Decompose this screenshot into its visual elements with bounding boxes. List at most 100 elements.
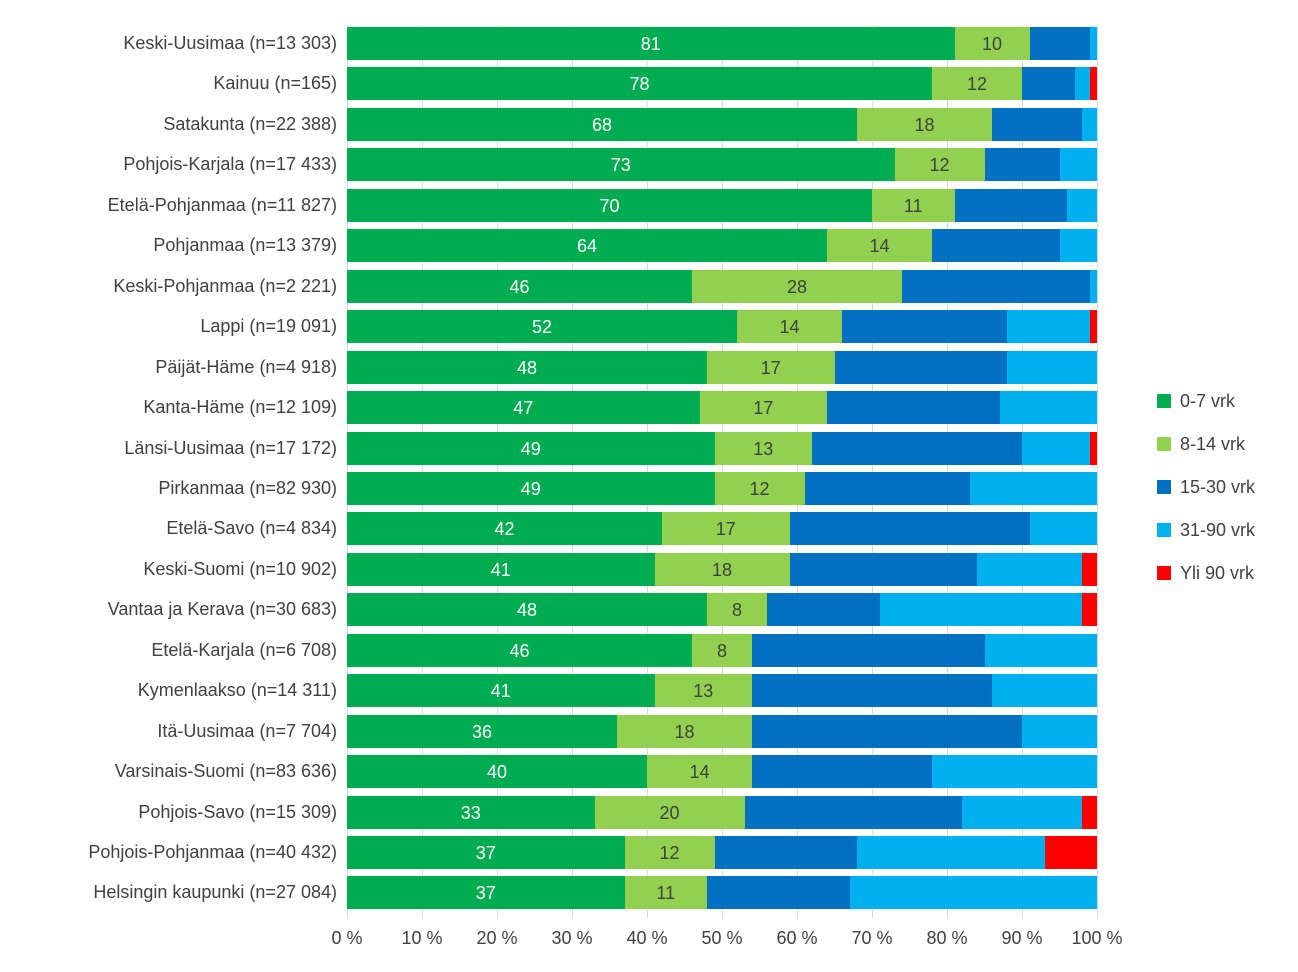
bar-segment xyxy=(992,108,1082,141)
segment-value-label: 12 xyxy=(929,154,950,175)
bar-segment xyxy=(1022,432,1090,465)
bar-segment: 8 xyxy=(692,634,752,667)
axis-tick-label: 10 % xyxy=(401,928,443,948)
segment-value-label: 17 xyxy=(753,397,774,418)
legend-item: Yli 90 vrk xyxy=(1157,563,1254,583)
gridline xyxy=(497,25,498,918)
axis-tick-label: 30 % xyxy=(551,928,593,948)
bar-segment xyxy=(1082,796,1097,829)
legend-label: 0-7 vrk xyxy=(1180,390,1236,411)
category-label: Kainuu (n=165) xyxy=(213,73,337,93)
axis-tick-label: 80 % xyxy=(926,928,968,948)
category-label: Keski-Pohjanmaa (n=2 221) xyxy=(113,276,337,296)
bar-row: 42 17 xyxy=(347,512,1097,545)
bar-segment: 12 xyxy=(894,148,985,181)
bar-segment: 12 xyxy=(714,472,805,505)
bar-row: 49 12 xyxy=(347,472,1097,505)
category-label: Itä-Uusimaa (n=7 704) xyxy=(157,721,337,741)
gridline xyxy=(347,25,348,918)
legend-swatch-icon xyxy=(1157,523,1171,537)
bar-segment xyxy=(962,796,1082,829)
legend-item: 15-30 vrk xyxy=(1157,477,1255,497)
segment-value-label: 13 xyxy=(693,680,714,701)
gridline xyxy=(422,25,423,918)
segment-value-label: 48 xyxy=(516,357,538,378)
category-label: Varsinais-Suomi (n=83 636) xyxy=(114,761,337,781)
segment-value-label: 68 xyxy=(591,114,613,135)
bar-segment: 20 xyxy=(594,796,745,829)
bar-segment xyxy=(789,553,977,586)
bar-segment xyxy=(744,796,962,829)
axis-tick-label: 100 % xyxy=(1071,928,1123,948)
segment-value-label: 12 xyxy=(966,73,988,94)
bar-segment xyxy=(1022,715,1097,748)
legend-label: 15-30 vrk xyxy=(1180,476,1256,497)
bar-row: 46 8 xyxy=(347,634,1097,667)
bar-segment: 81 xyxy=(347,27,955,60)
category-label: Keski-Suomi (n=10 902) xyxy=(143,559,337,579)
gridline xyxy=(722,25,723,918)
bar-row: 41 18 xyxy=(347,553,1097,586)
gridline xyxy=(872,25,873,918)
segment-value-label: 41 xyxy=(490,680,511,701)
segment-value-label: 73 xyxy=(610,154,631,175)
segment-value-label: 42 xyxy=(494,518,515,539)
bar-segment: 49 xyxy=(347,432,715,465)
bar-segment xyxy=(827,391,1000,424)
legend-swatch-icon xyxy=(1157,394,1171,408)
gridline xyxy=(647,25,648,918)
bar-row: 37 12 xyxy=(347,836,1097,869)
bar-row: 48 17 xyxy=(347,351,1097,384)
legend-item: 31-90 vrk xyxy=(1157,520,1255,540)
segment-value-label: 17 xyxy=(715,518,736,539)
bar-segment xyxy=(1089,310,1097,343)
category-label: Etelä-Pohjanmaa (n=11 827) xyxy=(107,195,337,215)
bar-segment xyxy=(752,715,1022,748)
bar-segment: 13 xyxy=(714,432,812,465)
bar-segment: 73 xyxy=(347,148,895,181)
bar-segment xyxy=(902,270,1090,303)
bar-segment xyxy=(1044,836,1097,869)
bar-segment xyxy=(752,674,992,707)
bar-segment xyxy=(1089,67,1097,100)
bar-segment: 17 xyxy=(707,351,835,384)
bar-row: 41 13 xyxy=(347,674,1097,707)
legend-swatch-icon xyxy=(1157,480,1171,494)
segment-value-label: 37 xyxy=(475,882,496,903)
gridline xyxy=(1022,25,1023,918)
bar-row: 70 11 xyxy=(347,189,1097,222)
bar-segment xyxy=(1082,108,1097,141)
bar-segment: 17 xyxy=(662,512,790,545)
segment-value-label: 17 xyxy=(760,357,781,378)
legend-swatch-icon xyxy=(1157,437,1171,451)
bar-segment xyxy=(932,755,1097,788)
bar-segment: 48 xyxy=(347,593,707,626)
segment-value-label: 46 xyxy=(509,640,530,661)
segment-value-label: 47 xyxy=(513,397,534,418)
bar-segment xyxy=(977,553,1082,586)
axis-tick-label: 20 % xyxy=(476,928,518,948)
bar-row: 64 14 xyxy=(347,229,1097,262)
bar-row: 37 11 xyxy=(347,876,1097,909)
bar-segment xyxy=(1007,310,1090,343)
axis-tick-label: 50 % xyxy=(701,928,743,948)
bar-segment xyxy=(1074,67,1090,100)
bar-segment: 70 xyxy=(347,189,872,222)
bar-segment xyxy=(1022,67,1075,100)
bar-segment xyxy=(954,189,1067,222)
legend-label: Yli 90 vrk xyxy=(1180,562,1255,583)
legend-label: 31-90 vrk xyxy=(1180,519,1256,540)
bar-segment xyxy=(842,310,1007,343)
bar-row: 78 12 xyxy=(347,67,1097,100)
bar-segment: 11 xyxy=(624,876,707,909)
bar-segment: 68 xyxy=(347,108,857,141)
segment-value-label: 8 xyxy=(716,640,727,661)
segment-value-label: 8 xyxy=(731,599,742,620)
bar-segment: 78 xyxy=(347,67,932,100)
category-label: Helsingin kaupunki (n=27 084) xyxy=(93,882,337,902)
bar-segment: 46 xyxy=(347,634,692,667)
segment-value-label: 37 xyxy=(475,842,496,863)
bar-segment: 42 xyxy=(347,512,662,545)
category-label: Pohjois-Pohjanmaa (n=40 432) xyxy=(88,842,337,862)
